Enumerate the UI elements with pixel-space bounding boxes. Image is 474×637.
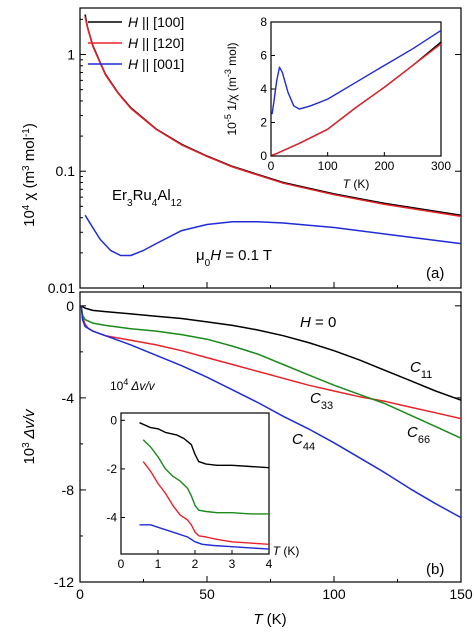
ib-yticklabel-2: -4 bbox=[106, 511, 117, 525]
legend-label-001: H || [001] bbox=[128, 56, 184, 72]
inset-a-xlabel: T (K) bbox=[343, 177, 370, 191]
b-yticklabel-0: 0 bbox=[66, 298, 74, 314]
inset-b-series bbox=[139, 422, 270, 550]
b-yticklabel-2: -8 bbox=[62, 482, 75, 498]
ib-xticklabel-0: 0 bbox=[118, 557, 125, 571]
panel-b-ylabel: 103 Δv/v bbox=[21, 408, 39, 465]
panel-a: 0.01 0.1 1 104 χ (m3 mol-1) H || [100] H |… bbox=[21, 7, 462, 296]
field-annotation-a: μ0H = 0.1 T bbox=[196, 247, 272, 269]
panel-a-ticks: 0.01 0.1 1 bbox=[48, 18, 462, 296]
panel-b-frame bbox=[79, 291, 462, 583]
b-yticklabel-3: -12 bbox=[54, 574, 74, 590]
a-series-1 bbox=[84, 16, 462, 218]
panel-a-inset: 0 100 200 300 0 2 4 6 8 10-5 1/χ (m-3 mol) T (K) bbox=[223, 15, 451, 191]
panel-b-label: (b) bbox=[426, 561, 444, 578]
legend-label-120: H || [120] bbox=[128, 35, 184, 51]
inset-a-frame bbox=[270, 21, 442, 157]
inset-a-ticks: 0 100 200 300 0 2 4 6 8 bbox=[260, 15, 451, 173]
panel-b-xlabel: T (K) bbox=[253, 611, 286, 628]
panel-b: 0-4-8-120 50 100 150 103 Δv/v T (K) H = 0 (… bbox=[21, 291, 473, 628]
panel-b-inset: 104 Δv/v 0 1 2 3 4 0 -2 -4 T (K) bbox=[106, 377, 299, 571]
b-xticklabel-3: 150 bbox=[449, 586, 473, 602]
ia-yticklabel-3: 6 bbox=[260, 49, 267, 63]
b-xticklabel-2: 100 bbox=[322, 586, 346, 602]
curve-label-c33: C33 bbox=[310, 390, 333, 412]
inset-a-series bbox=[271, 29, 442, 156]
b-series-1 bbox=[80, 305, 462, 420]
ia-xticklabel-0: 0 bbox=[268, 159, 275, 173]
ia-yticklabel-4: 8 bbox=[260, 15, 267, 29]
ia-xticklabel-3: 300 bbox=[431, 159, 451, 173]
panel-b-ticks: 0-4-8-120 50 100 150 bbox=[54, 298, 473, 602]
inset-b-ticks: 0 1 2 3 4 0 -2 -4 bbox=[106, 413, 272, 571]
ib-series-0 bbox=[139, 422, 270, 469]
ib-yticklabel-1: -2 bbox=[106, 462, 117, 476]
a-yticklabel-1: 0.1 bbox=[56, 163, 76, 179]
ia-series-1 bbox=[271, 43, 442, 156]
ib-series-2 bbox=[142, 461, 270, 545]
b-series-0 bbox=[80, 305, 462, 401]
panel-a-legend: H || [100] H || [120] H || [001] bbox=[88, 14, 184, 72]
panel-a-ylabel: 104 χ (m3 mol-1) bbox=[21, 123, 39, 227]
compound-label: Er3Ru4Al12 bbox=[112, 187, 182, 209]
ia-series-2 bbox=[271, 29, 442, 115]
a-yticklabel-2: 1 bbox=[67, 46, 75, 62]
curve-label-c66: C66 bbox=[407, 424, 430, 446]
ib-yticklabel-0: 0 bbox=[110, 413, 117, 427]
inset-b-title: 104 Δv/v bbox=[110, 377, 156, 393]
panel-a-label: (a) bbox=[426, 265, 444, 282]
ia-series-0 bbox=[271, 41, 442, 156]
ia-xticklabel-1: 100 bbox=[318, 159, 338, 173]
ia-yticklabel-0: 0 bbox=[260, 149, 267, 163]
a-series-2 bbox=[84, 214, 462, 257]
ib-xticklabel-1: 1 bbox=[155, 557, 162, 571]
ib-xticklabel-4: 4 bbox=[266, 557, 273, 571]
legend-label-100: H || [100] bbox=[128, 14, 184, 30]
b-xticklabel-0: 0 bbox=[76, 586, 84, 602]
b-series-2 bbox=[80, 305, 462, 439]
inset-b-xlabel: T (K) bbox=[273, 544, 300, 558]
ib-xticklabel-3: 3 bbox=[229, 557, 236, 571]
b-xticklabel-1: 50 bbox=[199, 586, 215, 602]
panel-b-series bbox=[80, 305, 462, 519]
ia-yticklabel-1: 2 bbox=[260, 116, 267, 130]
ib-xticklabel-2: 2 bbox=[192, 557, 199, 571]
ia-yticklabel-2: 4 bbox=[260, 82, 267, 96]
curve-label-c11: C11 bbox=[410, 359, 432, 381]
field-annotation-b: H = 0 bbox=[300, 314, 336, 331]
panel-a-series bbox=[84, 14, 462, 257]
ib-series-3 bbox=[139, 524, 270, 550]
b-yticklabel-1: -4 bbox=[62, 390, 75, 406]
inset-a-ylabel: 10-5 1/χ (m-3 mol) bbox=[223, 42, 239, 135]
a-yticklabel-0: 0.01 bbox=[48, 280, 75, 296]
b-series-3 bbox=[80, 305, 462, 519]
curve-label-c44: C44 bbox=[292, 431, 315, 453]
ib-series-1 bbox=[142, 439, 269, 515]
ia-xticklabel-2: 200 bbox=[374, 159, 394, 173]
